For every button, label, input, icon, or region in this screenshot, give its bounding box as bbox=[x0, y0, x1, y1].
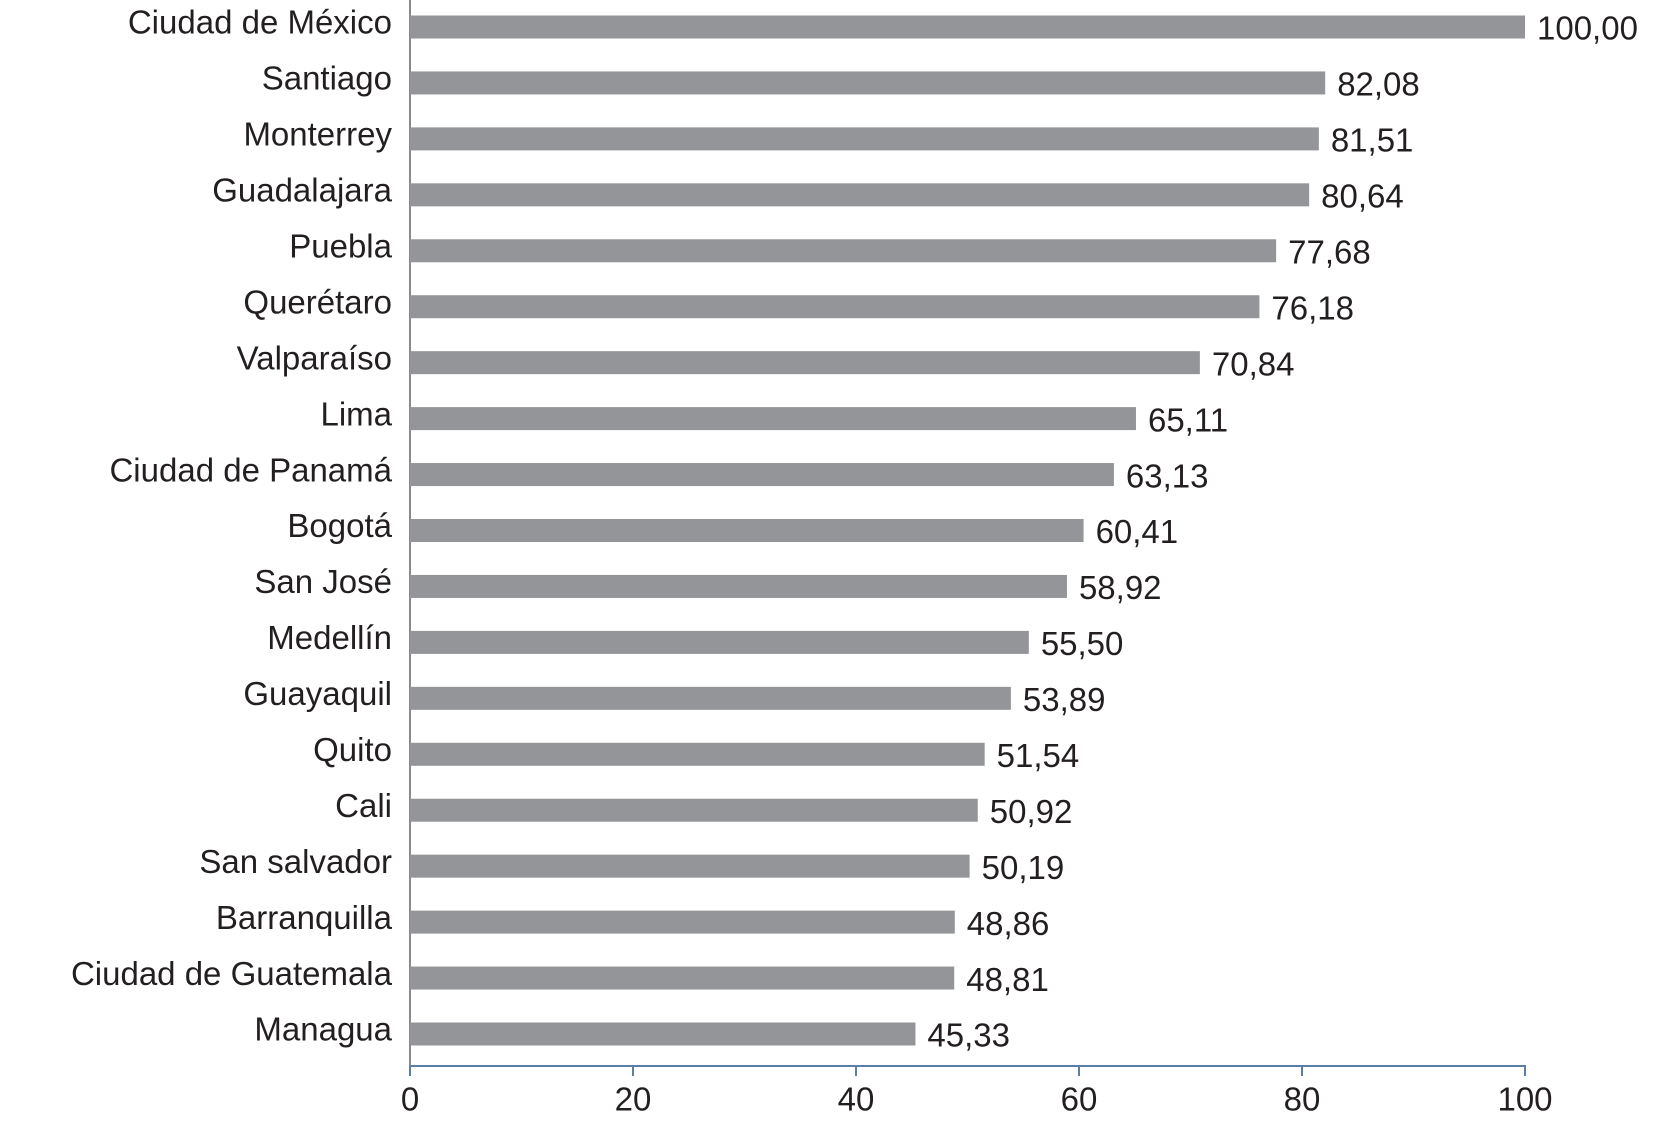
value-label: 80,64 bbox=[1321, 178, 1404, 215]
value-label: 60,41 bbox=[1096, 513, 1179, 550]
value-label: 53,89 bbox=[1023, 681, 1106, 718]
y-tick-label: Lima bbox=[320, 395, 392, 432]
x-tick-label: 60 bbox=[1061, 1081, 1098, 1118]
bar bbox=[410, 295, 1260, 319]
y-tick-label: Ciudad de Guatemala bbox=[71, 955, 393, 992]
y-tick-label: Guadalajara bbox=[212, 172, 392, 209]
bar bbox=[410, 71, 1326, 95]
bar bbox=[410, 351, 1200, 375]
y-tick-label: Monterrey bbox=[243, 116, 392, 153]
x-tick-label: 80 bbox=[1284, 1081, 1321, 1118]
x-tick-label: 100 bbox=[1497, 1081, 1552, 1118]
y-tick-label: Cali bbox=[335, 787, 392, 824]
value-label: 70,84 bbox=[1212, 345, 1295, 382]
bar bbox=[410, 519, 1084, 542]
y-tick-label: Puebla bbox=[289, 227, 392, 264]
y-tick-label: Santiago bbox=[262, 60, 392, 97]
y-tick-label: Managua bbox=[254, 1011, 392, 1048]
value-label: 55,50 bbox=[1041, 625, 1124, 662]
y-tick-label: Ciudad de México bbox=[128, 4, 392, 41]
y-tick-label: San salvador bbox=[199, 843, 392, 880]
y-tick-label: San José bbox=[254, 563, 392, 600]
value-label: 45,33 bbox=[927, 1017, 1010, 1054]
y-tick-label: Ciudad de Panamá bbox=[109, 451, 392, 488]
value-label: 50,92 bbox=[990, 793, 1073, 830]
value-label: 48,81 bbox=[966, 961, 1049, 998]
value-label: 100,00 bbox=[1537, 10, 1638, 47]
bar bbox=[410, 1022, 916, 1046]
bar bbox=[410, 239, 1277, 263]
x-tick-label: 0 bbox=[401, 1081, 419, 1118]
y-tick-label: Quito bbox=[313, 731, 392, 768]
x-tick-label: 20 bbox=[615, 1081, 652, 1118]
value-label: 82,08 bbox=[1337, 66, 1420, 103]
bar bbox=[410, 127, 1319, 151]
y-tick-label: Medellín bbox=[267, 619, 392, 656]
bar bbox=[410, 910, 955, 934]
bar bbox=[410, 966, 955, 990]
bar bbox=[410, 15, 1525, 39]
value-label: 65,11 bbox=[1148, 401, 1228, 438]
y-tick-label: Bogotá bbox=[287, 507, 392, 544]
value-label: 58,92 bbox=[1079, 569, 1162, 606]
value-label: 50,19 bbox=[982, 849, 1065, 886]
y-tick-label: Valparaíso bbox=[237, 339, 392, 376]
bar bbox=[410, 574, 1067, 598]
value-label: 51,54 bbox=[997, 737, 1080, 774]
value-label: 48,86 bbox=[967, 905, 1050, 942]
bar bbox=[410, 798, 978, 822]
value-label: 63,13 bbox=[1126, 457, 1209, 494]
x-tick-label: 40 bbox=[838, 1081, 875, 1118]
bar bbox=[410, 630, 1029, 654]
y-tick-label: Guayaquil bbox=[243, 675, 392, 712]
value-label: 76,18 bbox=[1271, 289, 1354, 326]
value-label: 81,51 bbox=[1331, 122, 1414, 159]
y-tick-label: Querétaro bbox=[243, 283, 392, 320]
bar bbox=[410, 854, 970, 878]
bar bbox=[410, 686, 1011, 710]
bar bbox=[410, 463, 1114, 487]
value-label: 77,68 bbox=[1288, 233, 1371, 270]
y-tick-label: Barranquilla bbox=[216, 899, 393, 936]
bar bbox=[410, 183, 1310, 207]
bar bbox=[410, 407, 1136, 431]
bar bbox=[410, 742, 985, 766]
